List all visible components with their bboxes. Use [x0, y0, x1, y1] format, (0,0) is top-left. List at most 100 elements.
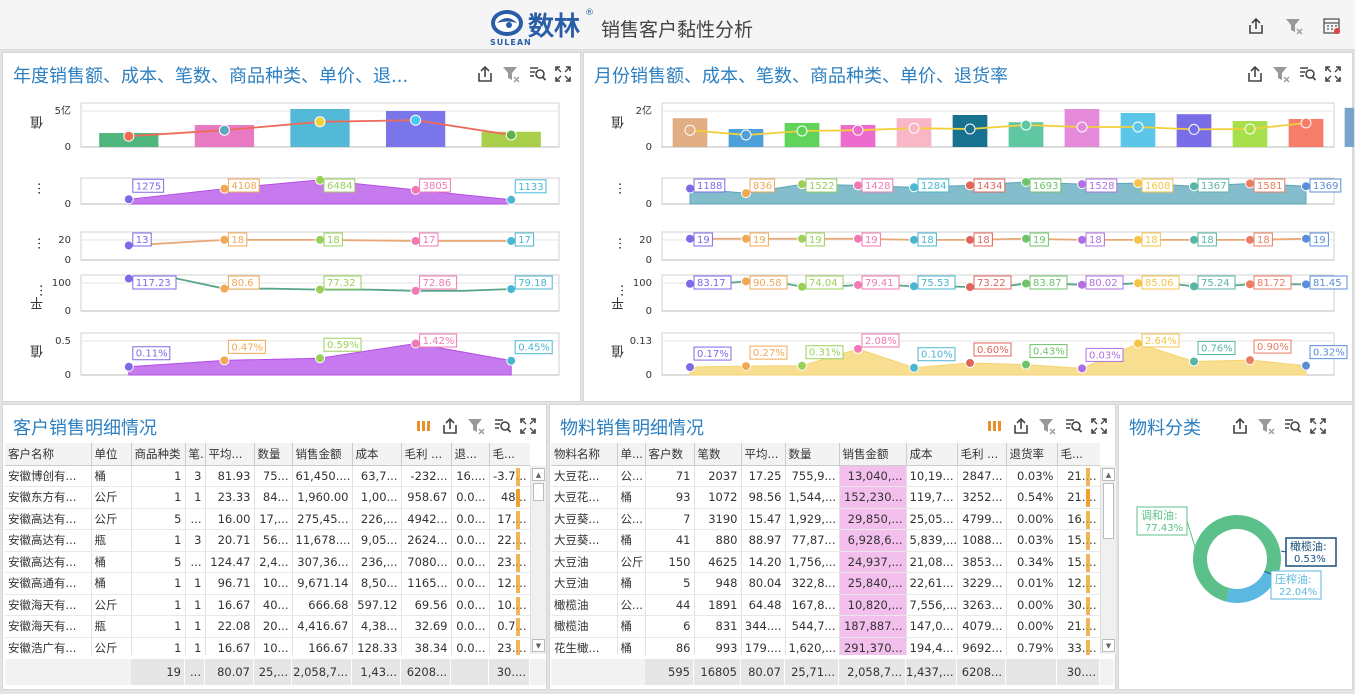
clear-filter-icon[interactable] — [467, 417, 485, 435]
column-header[interactable]: 毛... — [489, 443, 530, 466]
data-point[interactable] — [685, 278, 695, 289]
year-sales-chart[interactable]: 5亿 0 — [3, 97, 582, 155]
scroll-thumb[interactable] — [533, 483, 544, 501]
data-point[interactable] — [315, 234, 325, 245]
data-point[interactable] — [1077, 234, 1087, 245]
table-row[interactable]: 大豆葵... 公... 7 3190 15.47 1,929,... 29,850,... 2… — [551, 508, 1100, 530]
clear-filter-icon[interactable] — [502, 65, 520, 83]
data-point[interactable] — [1301, 360, 1311, 371]
table-row[interactable]: 安徽博创有... 桶 1 3 81.93 75... 61,450.... 63,7... -2… — [5, 465, 530, 487]
data-point[interactable] — [1076, 121, 1088, 133]
drill-icon[interactable] — [493, 417, 511, 435]
data-point[interactable] — [1021, 233, 1031, 244]
data-point[interactable] — [741, 276, 751, 287]
data-point[interactable] — [853, 233, 863, 244]
month-sales-chart[interactable]: 2亿 0 — [584, 97, 1354, 155]
data-point[interactable] — [853, 343, 863, 354]
data-point[interactable] — [685, 233, 695, 244]
share-icon[interactable] — [1247, 17, 1265, 35]
calendar-icon[interactable] — [1323, 17, 1341, 35]
data-point[interactable] — [1245, 234, 1255, 245]
table-row[interactable]: 大豆油 公斤 150 4625 14.20 1,756,... 24,937,... 21,0… — [551, 551, 1100, 573]
scroll-down-icon[interactable]: ▼ — [532, 639, 545, 652]
table-row[interactable]: 橄榄油桶 6 831 344.... 544,7... 187,887... 147,0..… — [551, 615, 1100, 638]
data-point[interactable] — [1189, 356, 1199, 367]
data-point[interactable] — [123, 273, 134, 284]
data-point[interactable] — [1189, 281, 1199, 292]
data-point[interactable] — [1245, 355, 1255, 366]
table-row[interactable]: 花生橄... 桶 86 993 179.... 1,620,... 291,370... 19… — [551, 637, 1100, 655]
data-point[interactable] — [797, 360, 807, 371]
bar[interactable] — [290, 109, 350, 147]
column-header[interactable]: 笔数 — [694, 443, 742, 466]
table-row[interactable]: 大豆油桶 5 948 80.04 322,8... 25,840,... 22,61... 3… — [551, 572, 1100, 595]
pie-slice[interactable] — [1226, 571, 1277, 603]
column-header[interactable]: 销售金额 — [292, 443, 353, 466]
data-point[interactable] — [909, 362, 919, 373]
column-header[interactable]: 客户名称 — [5, 443, 92, 466]
column-header[interactable]: 平均... — [741, 443, 786, 466]
column-header[interactable]: 毛利 ... — [957, 443, 1007, 466]
data-point[interactable] — [123, 194, 134, 205]
data-point[interactable] — [1021, 278, 1031, 289]
data-point[interactable] — [796, 125, 808, 137]
fullscreen-icon[interactable] — [1309, 417, 1327, 435]
data-point[interactable] — [741, 233, 751, 244]
drill-icon[interactable] — [528, 65, 546, 83]
drill-icon[interactable] — [1064, 417, 1082, 435]
clear-filter-icon[interactable] — [1257, 417, 1275, 435]
month-count-chart[interactable]: 0 1188 836 1522 1428 1284 1434 1693 1528 1608 1367… — [584, 172, 1354, 212]
fullscreen-icon[interactable] — [1090, 417, 1108, 435]
data-point[interactable] — [410, 184, 421, 195]
data-point[interactable] — [315, 353, 325, 364]
data-point[interactable] — [1077, 179, 1087, 190]
data-point[interactable] — [505, 129, 517, 141]
table-row[interactable]: 安徽东方有... 公斤 1 1 23.33 84... 1,960.00 1,00... 958… — [5, 486, 530, 509]
column-header[interactable]: 毛利 ... — [401, 443, 452, 466]
column-header[interactable]: 商品种类 — [131, 443, 186, 466]
data-point[interactable] — [1077, 363, 1087, 374]
scroll-up-icon[interactable]: ▲ — [532, 468, 545, 481]
fullscreen-icon[interactable] — [1324, 65, 1342, 83]
data-point[interactable] — [685, 362, 695, 373]
column-header[interactable]: 平均... — [205, 443, 255, 466]
data-point[interactable] — [1188, 123, 1200, 135]
column-header[interactable]: 数量 — [785, 443, 840, 466]
customer-table-scrollbar[interactable]: ▲ ▼ — [530, 466, 546, 654]
column-header[interactable]: 单... — [617, 443, 646, 466]
data-point[interactable] — [909, 234, 919, 245]
data-point[interactable] — [506, 355, 517, 366]
scroll-up-icon[interactable]: ▲ — [1102, 468, 1115, 481]
data-point[interactable] — [123, 361, 134, 372]
clear-filter-icon[interactable] — [1285, 17, 1303, 35]
table-row[interactable]: 安徽高达有... 桶 5... 124.47 2,4... 307,36... 236,..… — [5, 551, 530, 573]
share-icon[interactable] — [476, 65, 494, 83]
data-point[interactable] — [219, 283, 230, 294]
table-row[interactable]: 大豆葵... 桶 41 880 88.97 77,87... 6,928,6... 5,839… — [551, 529, 1100, 552]
share-icon[interactable] — [1012, 417, 1030, 435]
table-row[interactable]: 安徽高达有... 瓶 1 3 20.71 56... 11,678.... 9,05... 26… — [5, 529, 530, 552]
table-row[interactable]: 大豆花... 公... 71 2037 17.25 755,9... 13,040,... 1… — [551, 465, 1100, 487]
data-point[interactable] — [908, 122, 920, 134]
share-icon[interactable] — [1246, 65, 1264, 83]
table-row[interactable]: 橄榄油 公... 44 1891 64.48 167,8... 10,820,... 7,55… — [551, 594, 1100, 616]
data-point[interactable] — [965, 282, 975, 293]
data-point[interactable] — [506, 284, 517, 295]
table-row[interactable]: 安徽海天有... 公斤 1 1 16.67 40... 666.68 597.12 69.56 0… — [5, 594, 530, 616]
data-point[interactable] — [853, 280, 863, 291]
data-point[interactable] — [315, 284, 325, 295]
data-point[interactable] — [1244, 123, 1256, 135]
data-point[interactable] — [1020, 119, 1032, 131]
year-count-chart[interactable]: 0 1275 4108 6484 3805 1133 — [3, 172, 582, 212]
data-point[interactable] — [1021, 176, 1031, 187]
data-point[interactable] — [219, 183, 230, 194]
data-point[interactable] — [684, 124, 696, 136]
material-table-scrollbar[interactable]: ▲ ▼ — [1100, 466, 1116, 654]
data-point[interactable] — [1300, 117, 1312, 129]
fullscreen-icon[interactable] — [554, 65, 572, 83]
data-point[interactable] — [1133, 234, 1143, 245]
material-pie-chart[interactable]: 调和油:77.43% 橄榄油:0.53% 压榨油:22.04% — [1119, 445, 1352, 685]
data-point[interactable] — [1132, 121, 1144, 133]
data-point[interactable] — [909, 281, 919, 292]
